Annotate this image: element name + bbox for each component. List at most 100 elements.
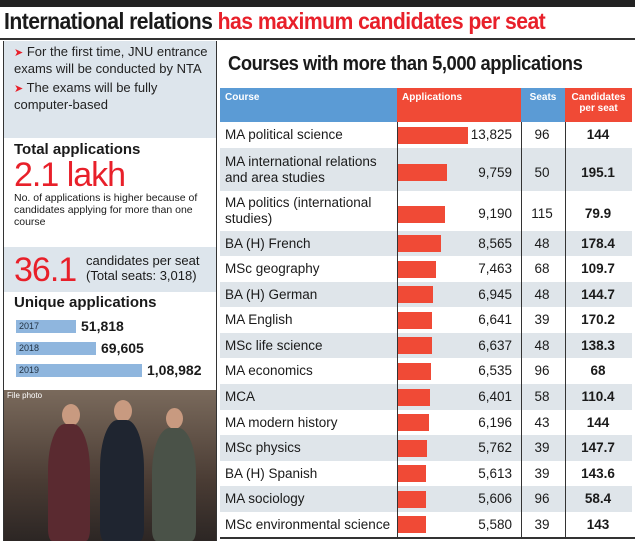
- course-name: MA economics: [225, 363, 313, 378]
- applications-bar: [398, 311, 432, 329]
- table-bottom-rule: [220, 537, 635, 539]
- cps-value: 68: [590, 363, 606, 378]
- column-divider: [397, 122, 398, 538]
- seats-value: 96: [534, 363, 550, 378]
- cps-value: 79.9: [584, 206, 612, 221]
- table-row: MSc geography 7,463 68 109.7: [220, 256, 632, 282]
- seats-value: 43: [534, 414, 550, 430]
- bullet-text: The exams will be fully computer-based: [14, 80, 158, 112]
- table-row: MSc physics 5,762 39 147.7: [220, 435, 632, 461]
- applications-bar: [398, 490, 426, 508]
- seats-value: 48: [534, 286, 550, 302]
- table-row: MCA 6,401 58 110.4: [220, 384, 632, 410]
- table-row: BA (H) French 8,565 48 178.4: [220, 231, 632, 256]
- applications-value: 6,401: [478, 389, 512, 404]
- course-name: MA modern history: [225, 414, 338, 430]
- seats-value: 48: [534, 337, 550, 353]
- course-name: MA English: [225, 312, 293, 327]
- divider: [0, 38, 635, 40]
- course-name: MSc environmental science: [225, 516, 391, 532]
- applications-value: 7,463: [478, 261, 512, 276]
- table-row: MA economics 6,535 96 68: [220, 358, 632, 384]
- applications-value: 13,825: [470, 127, 512, 142]
- table-row: MA sociology 5,606 96 58.4: [220, 486, 632, 512]
- cps-value: 110.4: [581, 389, 615, 404]
- applications-value: 5,762: [478, 440, 512, 455]
- applications-value: 5,606: [478, 491, 512, 506]
- applications-value: 6,196: [478, 414, 512, 430]
- total-value: 2.1 lakh: [14, 156, 126, 194]
- applications-bar: [398, 465, 426, 482]
- applications-value: 9,190: [478, 206, 512, 221]
- cps-value: 144: [586, 414, 610, 430]
- applications-bar: [398, 516, 426, 533]
- table-row: MA English 6,641 39 170.2: [220, 307, 632, 333]
- year-label: 2017: [19, 321, 40, 331]
- course-name: MA international relations and area stud…: [225, 153, 377, 185]
- headline-part2: has maximum candidates per seat: [217, 8, 546, 34]
- photo-label: File photo: [7, 391, 43, 400]
- seats-value: 58: [534, 389, 550, 404]
- bullet-1: ➤ For the first time, JNU entrance exams…: [4, 44, 216, 76]
- table-title: Courses with more than 5,000 application…: [228, 53, 583, 75]
- cps-value: 195.1: [581, 164, 615, 180]
- table-row: MSc environmental science 5,580 39 143: [220, 512, 632, 537]
- course-name: MSc physics: [225, 440, 301, 455]
- seats-value: 96: [534, 127, 550, 142]
- cps-value: 143: [586, 516, 610, 532]
- cps-value: 144.7: [581, 286, 615, 302]
- total-block: Total applications 2.1 lakh No. of appli…: [4, 138, 216, 247]
- total-seats: (Total seats: 3,018): [86, 268, 197, 283]
- total-heading: Total applications: [14, 141, 141, 158]
- headline: International relations has maximum cand…: [4, 8, 546, 35]
- top-bar: [0, 0, 635, 7]
- courses-panel: Courses with more than 5,000 application…: [220, 41, 635, 541]
- applications-value: 9,759: [478, 164, 512, 180]
- course-name: MA sociology: [225, 491, 305, 506]
- cps-value: 178.4: [581, 235, 615, 251]
- header-seats: Seats: [521, 88, 565, 122]
- unique-block: Unique applications 2017 51,818 2018 69,6…: [4, 292, 216, 390]
- course-name: BA (H) French: [225, 235, 311, 251]
- table-row: BA (H) Spanish 5,613 39 143.6: [220, 461, 632, 486]
- students-photo: File photo: [4, 390, 216, 541]
- seats-value: 115: [531, 206, 553, 221]
- header-cps: Candidates per seat: [565, 88, 632, 122]
- cps-value: 109.7: [581, 261, 615, 276]
- unique-heading: Unique applications: [14, 294, 157, 311]
- course-name: MA politics (international studies): [225, 195, 372, 226]
- unique-bar-2019: 2019: [16, 364, 142, 377]
- per-seat-text: candidates per seat (Total seats: 3,018): [86, 253, 199, 283]
- applications-value: 8,565: [478, 235, 512, 251]
- seats-value: 96: [534, 491, 550, 506]
- unique-value-2018: 69,605: [101, 340, 144, 356]
- seats-value: 39: [534, 440, 550, 455]
- table-row: MSc life science 6,637 48 138.3: [220, 333, 632, 358]
- seats-value: 39: [534, 516, 550, 532]
- arrow-icon: ➤: [14, 47, 24, 59]
- table-row: MA politics (international studies) 9,19…: [220, 191, 632, 231]
- headline-part1: International relations: [4, 8, 213, 34]
- course-name: MSc geography: [225, 261, 320, 276]
- course-name: MA political science: [225, 127, 343, 142]
- seats-value: 50: [534, 164, 550, 180]
- applications-value: 6,535: [478, 363, 512, 378]
- seats-value: 48: [534, 235, 550, 251]
- header-applications: Applications: [397, 88, 521, 122]
- applications-value: 5,580: [478, 516, 512, 532]
- applications-bar: [398, 235, 441, 252]
- table-row: BA (H) German 6,945 48 144.7: [220, 282, 632, 307]
- column-divider: [565, 122, 566, 538]
- table-row: MA international relations and area stud…: [220, 148, 632, 191]
- total-note: No. of applications is higher because of…: [14, 192, 198, 228]
- applications-bar: [398, 439, 427, 457]
- applications-bar: [398, 286, 433, 303]
- per-seat-block: 36.1 candidates per seat (Total seats: 3…: [4, 247, 216, 292]
- applications-bar: [398, 205, 445, 223]
- applications-value: 5,613: [478, 465, 512, 481]
- applications-bar: [398, 164, 447, 181]
- applications-value: 6,637: [478, 337, 512, 353]
- seats-value: 39: [534, 465, 550, 481]
- year-label: 2019: [19, 365, 40, 375]
- applications-bar: [398, 337, 432, 354]
